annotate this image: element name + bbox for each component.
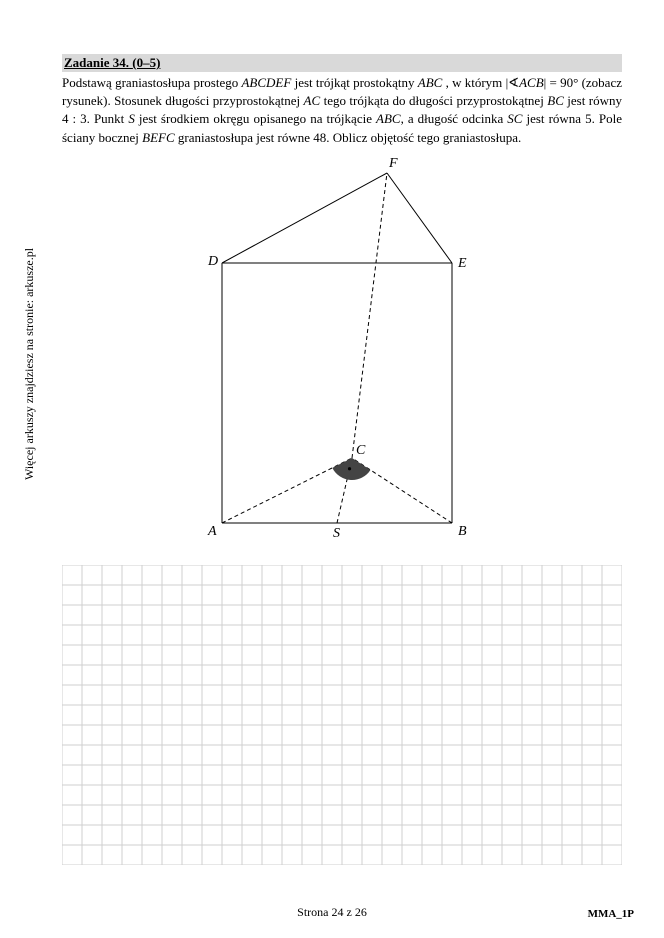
triangle-name: ABC [376,111,401,126]
text-segment: Podstawą graniastosłupa prostego [62,75,241,90]
text-segment: , w którym [442,75,505,90]
svg-text:A: A [207,524,217,539]
segment-sc: SC [507,111,522,126]
problem-text: Podstawą graniastosłupa prostego ABCDEF … [62,74,622,147]
svg-text:S: S [333,526,340,541]
angle-symbol: ∢ [508,75,519,90]
text-segment: jest środkiem okręgu opisanego na trójką… [135,111,376,126]
task-number: Zadanie 34. [64,55,129,70]
task-header: Zadanie 34. (0–5) [62,54,622,72]
text-segment: jest trójkąt prostokątny [291,75,417,90]
doc-code: MMA_1P [588,908,634,920]
svg-text:B: B [458,524,467,539]
angle-value: = 90° [546,75,578,90]
svg-text:D: D [207,254,218,269]
text-segment: graniastosłupa jest równe 48. Oblicz obj… [175,130,522,145]
page-number: Strona 24 z 26 [0,905,664,920]
text-segment: tego trójkąta do długości przyprostokątn… [320,93,547,108]
svg-text:E: E [457,256,467,271]
svg-text:C: C [356,443,366,458]
task-points: (0–5) [132,55,160,70]
svg-text:F: F [388,156,398,171]
face-befc: BEFC [142,130,175,145]
text-segment: , a długość odcinka [401,111,508,126]
prism-diagram: A B S C D E F [182,153,502,553]
angle-name: ACB [519,75,544,90]
answer-grid [62,565,622,865]
prism-name: ABCDEF [241,75,291,90]
watermark-text: Więcej arkuszy znajdziesz na stronie: ar… [22,248,37,480]
side-ac: AC [304,93,321,108]
triangle-name: ABC [418,75,443,90]
side-bc: BC [547,93,564,108]
